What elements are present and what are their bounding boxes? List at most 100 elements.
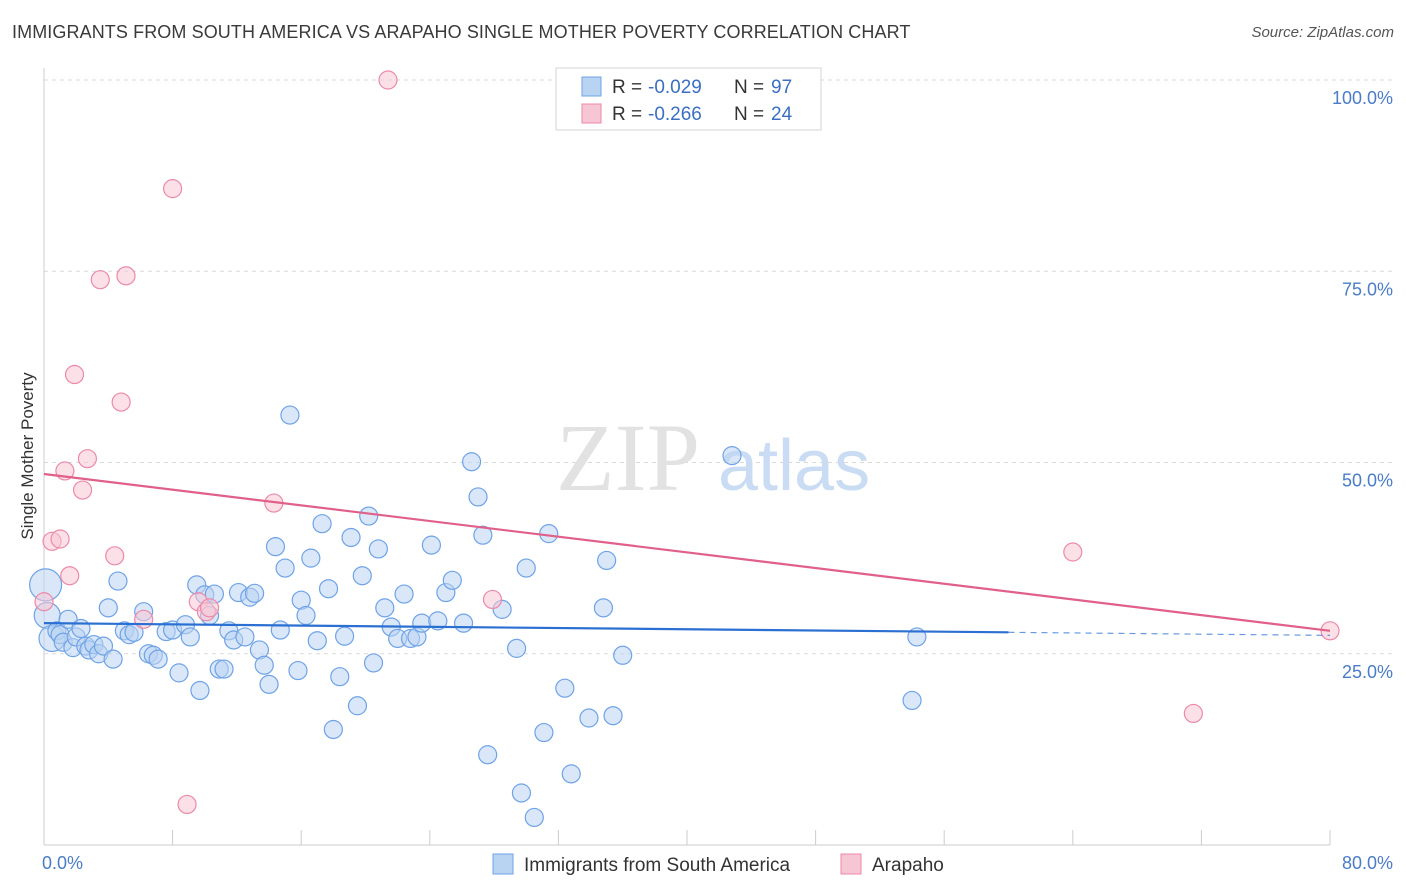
point-arapaho-22 xyxy=(1183,703,1203,724)
legend-n-value-2: 24 xyxy=(771,104,793,125)
point-south-america-59 xyxy=(335,626,355,646)
point-south-america-55 xyxy=(312,514,332,534)
point-south-america-96 xyxy=(722,446,742,466)
watermark-atlas: atlas xyxy=(718,426,870,506)
point-south-america-53 xyxy=(301,548,321,568)
legend-n-value-1: 97 xyxy=(771,77,792,98)
point-south-america-89 xyxy=(555,678,575,698)
point-south-america-29 xyxy=(180,627,200,647)
point-south-america-36 xyxy=(214,659,234,679)
point-south-america-90 xyxy=(561,764,581,784)
point-arapaho-11 xyxy=(116,266,136,286)
point-south-america-66 xyxy=(375,598,395,618)
point-arapaho-10 xyxy=(111,392,131,412)
point-south-america-78 xyxy=(461,452,482,472)
point-arapaho-20 xyxy=(482,589,503,610)
source-credit: Source: ZipAtlas.com xyxy=(1251,24,1394,41)
point-south-america-62 xyxy=(352,566,372,586)
point-south-america-69 xyxy=(394,584,414,604)
legend-r-value-1: -0.029 xyxy=(648,77,702,98)
point-arapaho-12 xyxy=(134,609,154,629)
point-arapaho-9 xyxy=(105,546,125,566)
point-south-america-77 xyxy=(453,613,474,633)
point-arapaho-8 xyxy=(90,270,110,290)
point-south-america-76 xyxy=(442,570,462,590)
watermark-zip: ZIP xyxy=(556,404,700,511)
point-arapaho-17 xyxy=(199,598,220,618)
series-legend-swatch-pink xyxy=(840,853,862,875)
point-arapaho-19 xyxy=(378,70,398,90)
point-arapaho-4 xyxy=(60,566,80,586)
trend-line-south-america xyxy=(43,622,1009,634)
point-south-america-52 xyxy=(296,605,316,626)
watermark: ZIP atlas xyxy=(556,404,870,511)
y-tick-label-75: 75.0% xyxy=(1342,279,1393,299)
point-south-america-79 xyxy=(468,487,488,507)
point-south-america-92 xyxy=(593,598,614,618)
x-tick-label-end: 80.0% xyxy=(1342,853,1393,873)
x-tick-label-start: 0.0% xyxy=(42,853,83,873)
point-south-america-84 xyxy=(511,783,532,803)
series-legend: Immigrants from South America Arapaho xyxy=(492,853,944,876)
point-south-america-27 xyxy=(169,663,189,683)
series-arapaho xyxy=(34,70,1340,815)
trend-line-south-america-extension xyxy=(1008,631,1331,636)
point-south-america-42 xyxy=(244,583,265,603)
series-legend-label-blue: Immigrants from South America xyxy=(524,855,791,876)
point-south-america-58 xyxy=(330,667,350,687)
point-south-america-54 xyxy=(307,631,327,651)
point-south-america-48 xyxy=(275,558,295,578)
point-south-america-16 xyxy=(103,649,123,669)
series-legend-swatch-blue xyxy=(492,853,514,875)
point-south-america-60 xyxy=(341,527,361,548)
point-south-america-91 xyxy=(579,708,599,728)
point-south-america-15 xyxy=(98,598,118,618)
point-south-america-56 xyxy=(318,579,339,599)
point-south-america-44 xyxy=(254,655,274,675)
point-south-america-17 xyxy=(108,571,128,591)
point-south-america-46 xyxy=(265,537,286,557)
point-south-america-9 xyxy=(71,618,91,639)
point-south-america-45 xyxy=(259,674,279,694)
point-south-america-40 xyxy=(235,627,255,647)
point-south-america-57 xyxy=(323,719,343,740)
point-south-america-88 xyxy=(539,524,559,544)
correlation-legend: R = -0.029 N = 97 R = -0.266 N = 24 xyxy=(555,67,822,131)
point-south-america-85 xyxy=(516,558,536,578)
point-south-america-86 xyxy=(524,807,544,828)
point-arapaho-0 xyxy=(34,592,54,612)
legend-swatch-pink xyxy=(581,103,602,124)
point-south-america-74 xyxy=(428,611,448,631)
point-arapaho-14 xyxy=(177,794,197,815)
point-south-america-50 xyxy=(288,660,308,681)
legend-n-label-2: N = xyxy=(734,104,764,125)
point-arapaho-2 xyxy=(50,529,70,549)
point-arapaho-21 xyxy=(1063,542,1083,562)
point-south-america-64 xyxy=(363,653,384,673)
point-south-america-87 xyxy=(534,722,554,743)
chart-title: IMMIGRANTS FROM SOUTH AMERICA VS ARAPAHO… xyxy=(12,22,911,42)
point-south-america-72 xyxy=(412,613,432,633)
y-tick-label-50: 50.0% xyxy=(1342,471,1393,491)
y-tick-label-25: 25.0% xyxy=(1342,662,1393,682)
series-legend-label-pink: Arapaho xyxy=(872,855,944,876)
gridlines xyxy=(44,79,1393,655)
point-south-america-24 xyxy=(148,649,168,669)
point-arapaho-7 xyxy=(77,449,98,469)
point-south-america-73 xyxy=(421,535,442,555)
trend-lines xyxy=(43,472,1331,636)
legend-r-label-2: R = xyxy=(612,104,642,125)
point-south-america-49 xyxy=(280,405,300,425)
point-south-america-63 xyxy=(359,506,379,526)
point-south-america-94 xyxy=(603,706,623,726)
point-south-america-97 xyxy=(902,690,922,711)
y-tick-label-100: 100.0% xyxy=(1332,88,1393,108)
point-south-america-80 xyxy=(473,525,493,545)
point-arapaho-6 xyxy=(72,480,93,500)
y-tick-labels: 100.0% 75.0% 50.0% 25.0% xyxy=(1332,88,1393,682)
point-south-america-31 xyxy=(190,680,210,701)
point-arapaho-5 xyxy=(64,364,85,385)
legend-swatch-blue xyxy=(581,76,602,97)
point-south-america-93 xyxy=(597,550,617,571)
